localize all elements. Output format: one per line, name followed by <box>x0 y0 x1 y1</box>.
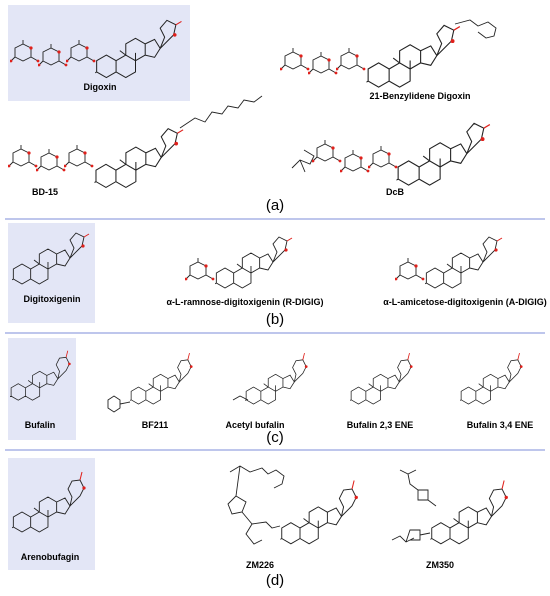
structure <box>232 395 249 401</box>
compound-name: DcB <box>386 187 405 197</box>
compound-name: ZM226 <box>246 560 274 570</box>
compound-name: Bufalin 3,4 ENE <box>467 420 534 430</box>
structure <box>421 237 502 288</box>
compound-name: BF211 <box>142 420 169 430</box>
structure <box>454 19 497 39</box>
structure <box>107 395 131 413</box>
structure <box>280 48 310 71</box>
structure <box>179 95 263 129</box>
structure <box>90 129 183 188</box>
structure <box>457 353 523 404</box>
structure <box>185 258 215 281</box>
compound-name: Arenobufagin <box>21 552 80 562</box>
structure <box>127 353 193 404</box>
structure <box>242 353 308 404</box>
compound-name: ZM350 <box>426 560 454 570</box>
structure <box>36 149 66 172</box>
structure <box>395 258 425 281</box>
compound-name: Digitoxigenin <box>24 294 81 304</box>
structure <box>426 481 508 544</box>
structure <box>291 149 315 173</box>
compound-name: Bufalin <box>25 420 56 430</box>
structure <box>211 237 292 288</box>
structure <box>362 25 460 87</box>
compound-name: Digoxin <box>84 82 117 92</box>
structure <box>340 150 370 173</box>
compound-name: 21-Benzylidene Digoxin <box>369 91 470 101</box>
structure <box>64 145 94 168</box>
structure <box>276 481 358 544</box>
structure <box>391 469 437 543</box>
panel-label: (d) <box>266 572 284 589</box>
structure <box>392 123 490 185</box>
compound-name: α-L-ramnose-digitoxigenin (R-DIGIG) <box>166 297 323 307</box>
structure <box>336 48 366 71</box>
compound-name: Bufalin 2,3 ENE <box>347 420 414 430</box>
highlight-box <box>8 223 95 323</box>
structure <box>227 465 285 545</box>
highlight-box <box>8 5 190 101</box>
compound-name: α-L-amicetose-digitoxigenin (A-DIGIG) <box>383 297 547 307</box>
panel-label: (b) <box>266 311 284 328</box>
compound-name: BD-15 <box>32 187 58 197</box>
structure <box>308 52 338 75</box>
structure <box>312 140 342 163</box>
structure <box>8 145 38 168</box>
structure <box>347 353 413 404</box>
highlight-box <box>8 338 76 440</box>
panel-label: (a) <box>266 197 284 214</box>
compound-name: Acetyl bufalin <box>225 420 284 430</box>
panel-label: (c) <box>266 429 284 446</box>
structure <box>368 146 398 169</box>
